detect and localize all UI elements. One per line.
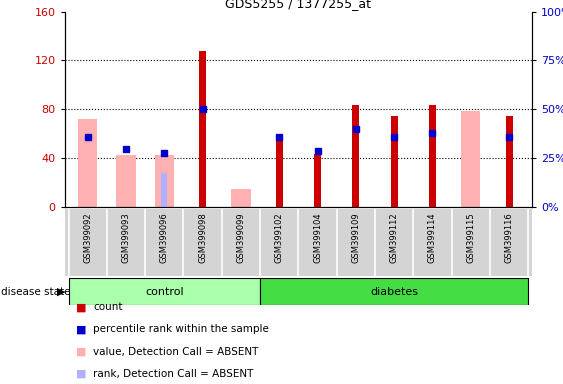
Bar — [276, 134, 283, 207]
Text: GSM399104: GSM399104 — [313, 213, 322, 263]
Text: diabetes: diabetes — [370, 287, 418, 297]
Bar — [231, 189, 251, 207]
Bar — [117, 155, 136, 207]
Text: ▶: ▶ — [56, 287, 65, 297]
Text: ■: ■ — [76, 369, 87, 379]
Bar — [314, 154, 321, 207]
Bar — [162, 173, 167, 207]
Bar — [352, 104, 359, 207]
Bar — [78, 119, 97, 207]
Text: GSM399115: GSM399115 — [466, 213, 475, 263]
Text: rank, Detection Call = ABSENT: rank, Detection Call = ABSENT — [93, 369, 253, 379]
Text: GSM399102: GSM399102 — [275, 213, 284, 263]
Text: GSM399116: GSM399116 — [504, 213, 513, 263]
Bar — [429, 104, 436, 207]
Bar — [199, 51, 206, 207]
Bar — [69, 278, 260, 305]
Text: GSM399109: GSM399109 — [351, 213, 360, 263]
Text: GSM399096: GSM399096 — [160, 213, 169, 263]
Text: count: count — [93, 302, 122, 312]
Bar — [391, 116, 397, 207]
Text: GSM399098: GSM399098 — [198, 213, 207, 263]
Bar — [155, 155, 174, 207]
Text: ■: ■ — [76, 302, 87, 312]
Text: ■: ■ — [76, 347, 87, 357]
Bar — [260, 278, 528, 305]
Text: GSM399092: GSM399092 — [83, 213, 92, 263]
Text: percentile rank within the sample: percentile rank within the sample — [93, 324, 269, 334]
Bar — [506, 116, 512, 207]
Text: GSM399093: GSM399093 — [122, 213, 131, 263]
Text: value, Detection Call = ABSENT: value, Detection Call = ABSENT — [93, 347, 258, 357]
Text: ■: ■ — [76, 324, 87, 334]
Bar — [461, 111, 480, 207]
Text: GSM399112: GSM399112 — [390, 213, 399, 263]
Text: control: control — [145, 287, 184, 297]
Text: GSM399099: GSM399099 — [236, 213, 245, 263]
Text: GSM399114: GSM399114 — [428, 213, 437, 263]
Title: GDS5255 / 1377255_at: GDS5255 / 1377255_at — [225, 0, 372, 10]
Text: disease state: disease state — [1, 287, 70, 297]
